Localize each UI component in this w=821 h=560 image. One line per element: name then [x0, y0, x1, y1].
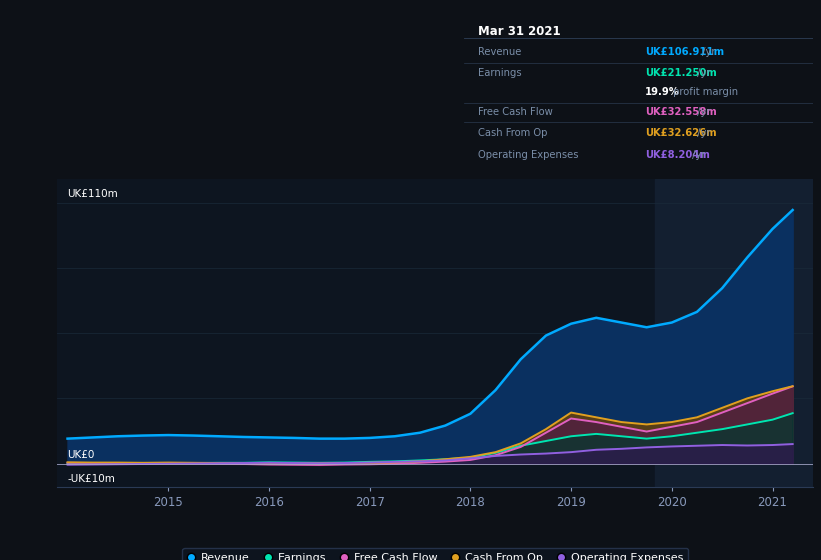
Text: Earnings: Earnings	[478, 68, 521, 78]
Text: UK£32.558m: UK£32.558m	[645, 107, 717, 117]
Text: UK£8.204m: UK£8.204m	[645, 150, 710, 160]
Text: UK£21.250m: UK£21.250m	[645, 68, 717, 78]
Text: profit margin: profit margin	[670, 87, 738, 97]
Text: Revenue: Revenue	[478, 46, 521, 57]
Text: /yr: /yr	[695, 128, 711, 138]
Bar	[654, 179, 821, 487]
Text: /yr: /yr	[695, 68, 711, 78]
Text: Free Cash Flow: Free Cash Flow	[478, 107, 553, 117]
Text: Mar 31 2021: Mar 31 2021	[478, 25, 561, 38]
Text: UK£106.911m: UK£106.911m	[645, 46, 724, 57]
Text: Cash From Op: Cash From Op	[478, 128, 548, 138]
Text: UK£32.626m: UK£32.626m	[645, 128, 717, 138]
Text: UK£110m: UK£110m	[67, 189, 118, 199]
Text: 19.9%: 19.9%	[645, 87, 680, 97]
Text: Operating Expenses: Operating Expenses	[478, 150, 578, 160]
Text: -UK£10m: -UK£10m	[67, 474, 116, 484]
Text: /yr: /yr	[699, 46, 716, 57]
Text: UK£0: UK£0	[67, 450, 95, 460]
Legend: Revenue, Earnings, Free Cash Flow, Cash From Op, Operating Expenses: Revenue, Earnings, Free Cash Flow, Cash …	[182, 548, 688, 560]
Text: /yr: /yr	[695, 107, 711, 117]
Text: /yr: /yr	[690, 150, 706, 160]
